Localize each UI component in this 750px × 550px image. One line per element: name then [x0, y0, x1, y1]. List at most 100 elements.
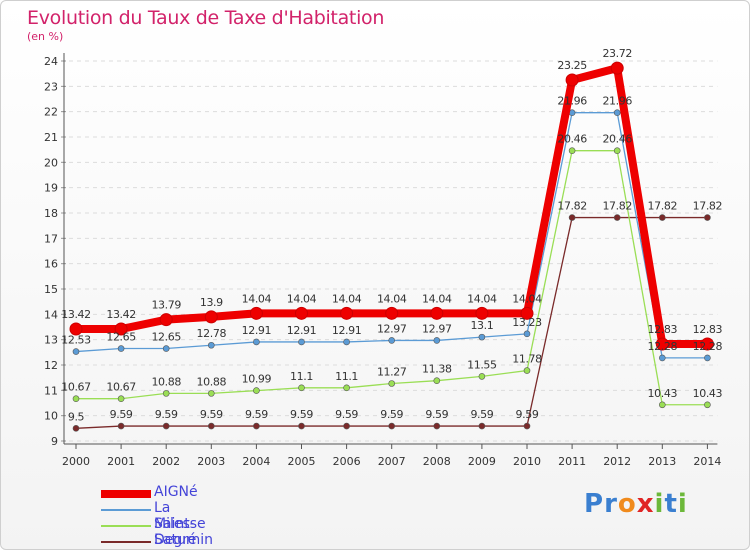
data-point — [704, 354, 711, 362]
x-tick-label: 2008 — [423, 455, 451, 468]
x-tick-label: 2006 — [333, 455, 361, 468]
data-point — [704, 401, 711, 409]
data-point — [72, 395, 80, 402]
data-label: 17.82 — [693, 200, 723, 213]
data-label: 12.83 — [648, 323, 678, 336]
data-label: 10.43 — [693, 387, 723, 400]
y-tick-label: 14 — [44, 308, 58, 321]
data-label: 14.04 — [242, 292, 272, 305]
data-point — [704, 214, 711, 221]
data-label: 11.1 — [335, 370, 358, 383]
data-label: 12.97 — [422, 322, 452, 335]
data-point — [658, 354, 666, 362]
data-label: 13.79 — [151, 299, 181, 312]
x-tick-label: 2003 — [197, 455, 225, 468]
data-point — [117, 345, 125, 352]
data-label: 12.28 — [648, 340, 678, 353]
data-label: 20.46 — [602, 133, 632, 146]
data-point — [208, 341, 215, 349]
y-tick-label: 18 — [44, 207, 58, 220]
data-label: 11.55 — [467, 358, 497, 371]
data-point — [117, 422, 125, 430]
data-point — [568, 147, 576, 154]
data-label: 9.59 — [470, 408, 493, 421]
data-point — [613, 147, 621, 154]
data-point — [204, 310, 218, 324]
legend-label: Degré — [154, 532, 197, 548]
data-point — [249, 306, 263, 320]
data-label: 14.04 — [287, 292, 317, 305]
data-point — [658, 214, 666, 221]
data-label: 12.83 — [693, 323, 723, 336]
x-tick-label: 2012 — [603, 455, 631, 468]
data-label: 14.04 — [467, 292, 497, 305]
x-tick-label: 2005 — [288, 455, 316, 468]
data-label: 9.59 — [335, 408, 358, 421]
data-point — [523, 330, 531, 338]
x-tick-label: 2010 — [513, 455, 541, 468]
logo-letter: x — [636, 489, 655, 519]
y-tick-label: 17 — [44, 232, 58, 245]
y-tick-label: 22 — [44, 106, 58, 119]
data-point — [433, 422, 441, 430]
y-tick-label: 21 — [44, 131, 58, 144]
x-tick-label: 2004 — [242, 455, 270, 468]
data-point — [433, 337, 441, 344]
data-label: 13.23 — [512, 316, 542, 329]
data-label: 17.82 — [648, 200, 678, 213]
data-point — [72, 348, 80, 355]
data-point — [162, 422, 170, 430]
data-label: 10.67 — [106, 381, 136, 394]
data-label: 17.82 — [602, 200, 632, 213]
data-label: 13.42 — [61, 308, 91, 321]
data-label: 9.59 — [245, 408, 268, 421]
data-point — [430, 306, 444, 320]
data-point — [613, 214, 621, 221]
data-point — [343, 422, 350, 430]
data-label: 23.72 — [602, 47, 632, 60]
data-label: 12.91 — [332, 324, 362, 337]
proxiti-logo: Proxiti — [584, 489, 688, 519]
data-point — [478, 373, 486, 380]
x-tick-label: 2002 — [152, 455, 180, 468]
data-point — [162, 345, 170, 352]
data-point — [523, 367, 531, 374]
data-label: 14.04 — [332, 292, 362, 305]
y-tick-label: 11 — [44, 384, 58, 397]
data-point — [298, 422, 305, 430]
data-label: 12.28 — [693, 340, 723, 353]
data-label: 12.65 — [106, 331, 136, 344]
data-label: 13.9 — [200, 296, 223, 309]
data-point — [433, 377, 441, 385]
data-label: 9.59 — [516, 408, 539, 421]
data-label: 9.59 — [425, 408, 448, 421]
data-label: 10.88 — [151, 375, 181, 388]
data-label: 14.04 — [512, 292, 542, 305]
data-point — [72, 425, 80, 432]
data-point — [388, 422, 396, 430]
data-label: 9.59 — [380, 408, 403, 421]
y-tick-label: 12 — [44, 359, 58, 372]
data-point — [298, 384, 305, 392]
x-tick-label: 2013 — [648, 455, 676, 468]
data-point — [208, 390, 215, 397]
data-label: 10.67 — [61, 381, 91, 394]
data-label: 11.38 — [422, 363, 452, 376]
data-point — [340, 306, 354, 320]
logo-letter: r — [604, 489, 618, 519]
data-label: 10.88 — [197, 375, 227, 388]
data-label: 9.59 — [155, 408, 178, 421]
data-label: 11.78 — [512, 353, 542, 366]
data-label: 10.99 — [242, 373, 272, 386]
y-tick-label: 10 — [44, 410, 58, 423]
data-point — [343, 338, 350, 346]
data-label: 21.96 — [602, 95, 632, 108]
x-tick-label: 2007 — [378, 455, 406, 468]
y-tick-label: 20 — [44, 156, 58, 169]
data-label: 12.91 — [242, 324, 272, 337]
logo-letter: t — [664, 489, 678, 519]
logo-letter: i — [677, 489, 688, 519]
logo-letter: P — [584, 489, 605, 519]
